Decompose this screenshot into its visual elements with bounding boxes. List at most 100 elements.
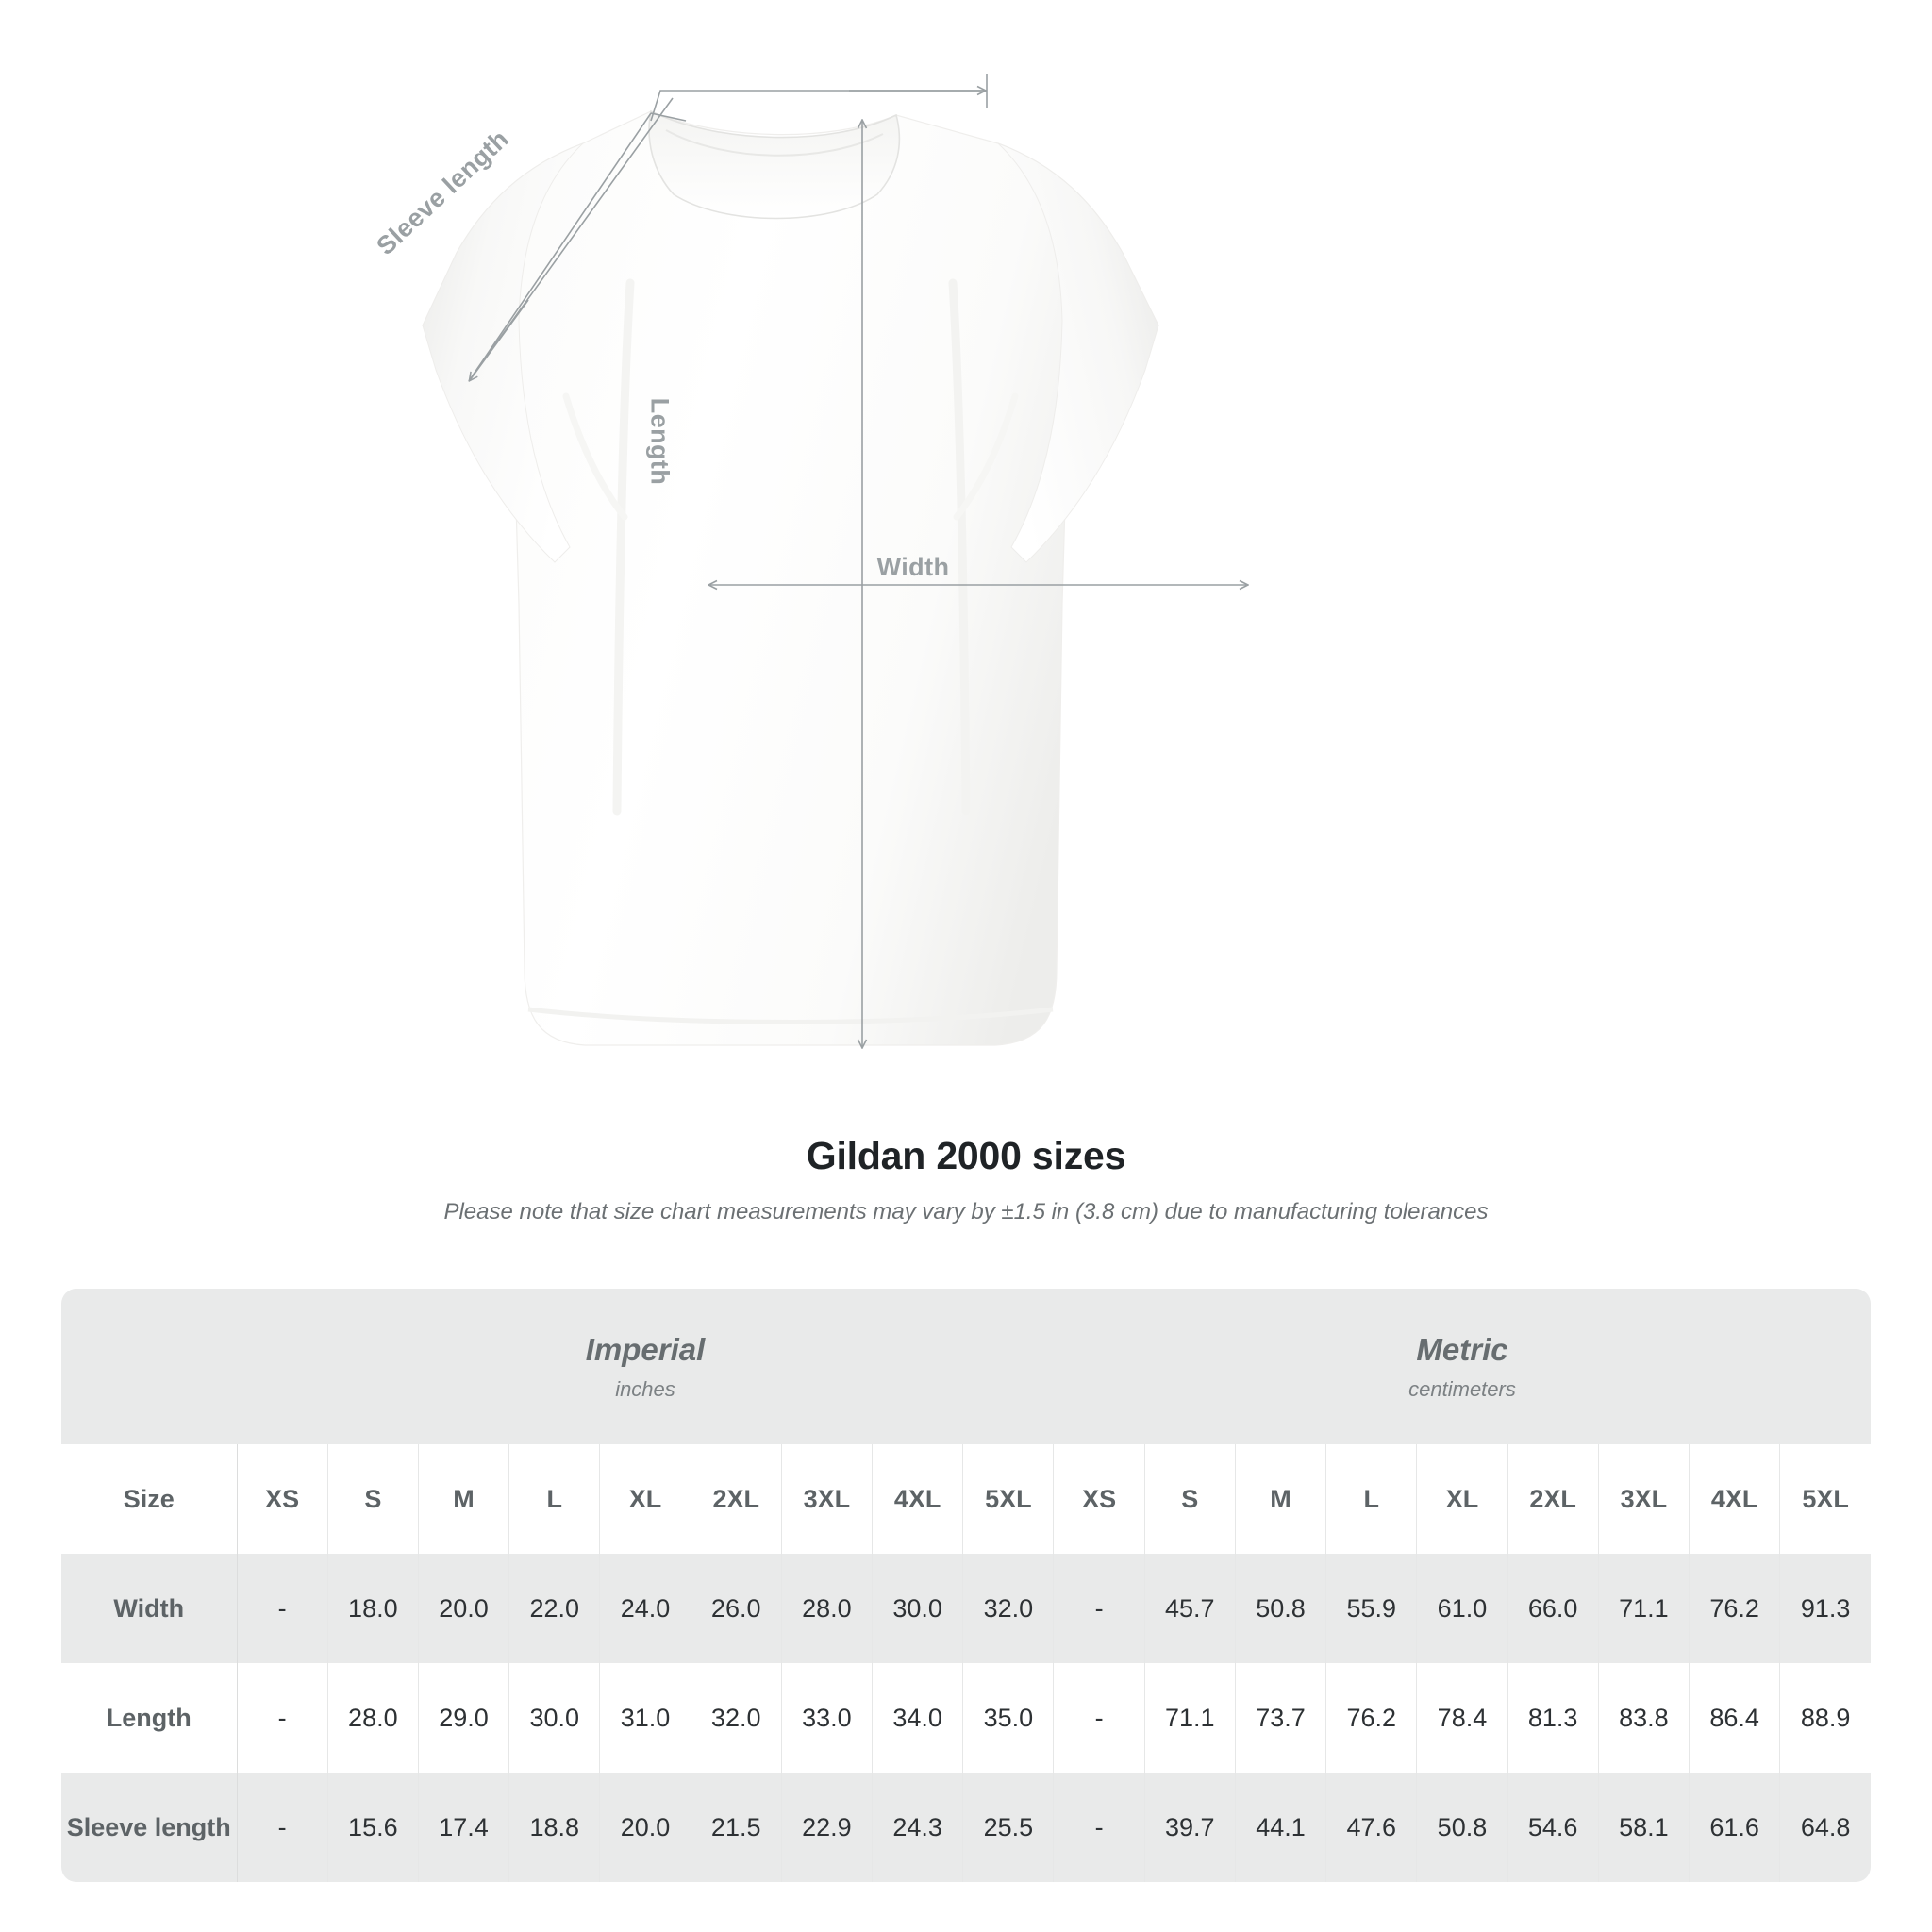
size-header-imperial-4xl: 4XL: [872, 1444, 964, 1554]
sleeve-top-leader: [650, 90, 987, 122]
cell-length-metric-4xl: 86.4: [1689, 1663, 1781, 1773]
size-header-metric-xl: XL: [1416, 1444, 1508, 1554]
cell-sleeve-length-metric-xs: -: [1053, 1773, 1145, 1882]
unit-group-imperial: Imperial inches: [237, 1289, 1054, 1444]
unit-metric-name: Metric: [1416, 1331, 1508, 1367]
cell-sleeve-length-metric-xl: 50.8: [1416, 1773, 1508, 1882]
size-header-metric-2xl: 2XL: [1507, 1444, 1599, 1554]
cell-width-imperial-5xl: 32.0: [962, 1554, 1055, 1663]
fabric-fold-shoulder-left: [562, 392, 628, 521]
tshirt-illustration: [422, 74, 1932, 1123]
cell-length-imperial-m: 29.0: [418, 1663, 510, 1773]
cell-width-metric-m: 50.8: [1235, 1554, 1327, 1663]
width-label: Width: [876, 553, 950, 581]
sleeve-length-arrow: [470, 299, 529, 380]
cell-sleeve-length-metric-5xl: 64.8: [1779, 1773, 1872, 1882]
cell-sleeve-length-metric-l: 47.6: [1325, 1773, 1418, 1882]
size-header-metric-3xl: 3XL: [1598, 1444, 1690, 1554]
cell-width-metric-3xl: 71.1: [1598, 1554, 1690, 1663]
sleeve-origin-tick: [650, 112, 687, 122]
cell-sleeve-length-imperial-3xl: 22.9: [781, 1773, 874, 1882]
shirt-sleeve-left: [422, 142, 584, 563]
size-header-metric-xs: XS: [1053, 1444, 1145, 1554]
cell-sleeve-length-imperial-4xl: 24.3: [872, 1773, 964, 1882]
size-header-metric-l: L: [1325, 1444, 1418, 1554]
size-table-container: Imperial inches Metric centimeters Size XS S M L…: [61, 1289, 1872, 1882]
cell-length-metric-l: 76.2: [1325, 1663, 1418, 1773]
shirt-body: [422, 110, 1159, 1046]
cell-sleeve-length-imperial-l: 18.8: [508, 1773, 601, 1882]
cell-sleeve-length-imperial-5xl: 25.5: [962, 1773, 1055, 1882]
size-header-imperial-3xl: 3XL: [781, 1444, 874, 1554]
size-header-imperial-5xl: 5XL: [962, 1444, 1055, 1554]
row-label-width: Width: [61, 1554, 238, 1663]
size-header-imperial-s: S: [327, 1444, 419, 1554]
cell-sleeve-length-metric-3xl: 58.1: [1598, 1773, 1690, 1882]
fabric-fold-shoulder-right: [953, 392, 1019, 521]
size-header-imperial-xs: XS: [237, 1444, 328, 1554]
unit-imperial-sub: inches: [615, 1376, 675, 1401]
cell-length-imperial-xl: 31.0: [599, 1663, 691, 1773]
cell-sleeve-length-metric-2xl: 54.6: [1507, 1773, 1599, 1882]
cell-length-imperial-2xl: 32.0: [691, 1663, 782, 1773]
cell-width-imperial-xl: 24.0: [599, 1554, 691, 1663]
page-title: Gildan 2000 sizes: [806, 1134, 1126, 1177]
page-subtitle: Please note that size chart measurements…: [443, 1199, 1489, 1224]
cell-width-imperial-s: 18.0: [327, 1554, 419, 1663]
size-header-metric-m: M: [1235, 1444, 1327, 1554]
cell-width-metric-5xl: 91.3: [1779, 1554, 1872, 1663]
cell-length-imperial-5xl: 35.0: [962, 1663, 1055, 1773]
cell-length-metric-3xl: 83.8: [1598, 1663, 1690, 1773]
table-row: Sleeve length -15.6 17.4 18.8 20.0 21.5 22.9 24…: [61, 1773, 1872, 1882]
shirt-hem: [527, 1007, 1054, 1024]
unit-metric-sub: centimeters: [1408, 1376, 1516, 1401]
cell-sleeve-length-metric-4xl: 61.6: [1689, 1773, 1781, 1882]
cell-length-metric-xl: 78.4: [1416, 1663, 1508, 1773]
cell-width-metric-xs: -: [1053, 1554, 1145, 1663]
unit-header-row: Imperial inches Metric centimeters: [61, 1289, 1872, 1444]
unit-corner-cell: [61, 1289, 237, 1444]
cell-sleeve-length-imperial-m: 17.4: [418, 1773, 510, 1882]
cell-length-metric-s: 71.1: [1144, 1663, 1236, 1773]
cell-length-metric-2xl: 81.3: [1507, 1663, 1599, 1773]
cell-width-metric-xl: 61.0: [1416, 1554, 1508, 1663]
size-corner-label: Size: [61, 1444, 238, 1554]
cell-length-imperial-4xl: 34.0: [872, 1663, 964, 1773]
cell-width-imperial-xs: -: [237, 1554, 328, 1663]
cell-sleeve-length-imperial-xs: -: [237, 1773, 328, 1882]
size-header-metric-4xl: 4XL: [1689, 1444, 1781, 1554]
cell-length-metric-5xl: 88.9: [1779, 1663, 1872, 1773]
cell-width-metric-2xl: 66.0: [1507, 1554, 1599, 1663]
sleeve-length-line: [468, 112, 652, 382]
cell-width-imperial-l: 22.0: [508, 1554, 601, 1663]
row-label-length: Length: [61, 1663, 238, 1773]
cell-length-imperial-l: 30.0: [508, 1663, 601, 1773]
shirt-collar: [648, 109, 901, 220]
unit-imperial-name: Imperial: [585, 1331, 706, 1367]
cell-width-imperial-4xl: 30.0: [872, 1554, 964, 1663]
size-header-imperial-m: M: [418, 1444, 510, 1554]
size-table: Imperial inches Metric centimeters Size XS S M L…: [61, 1289, 1872, 1882]
cell-width-imperial-m: 20.0: [418, 1554, 510, 1663]
table-row: Width -18.0 20.0 22.0 24.0 26.0 28.0 30.0 32.0-4…: [61, 1554, 1872, 1663]
tshirt-diagram: Sleeve length Length Width: [371, 74, 1932, 1123]
cell-sleeve-length-imperial-s: 15.6: [327, 1773, 419, 1882]
size-header-imperial-2xl: 2XL: [691, 1444, 782, 1554]
cell-sleeve-length-metric-m: 44.1: [1235, 1773, 1327, 1882]
shirt-sleeve-right: [997, 142, 1159, 563]
unit-group-metric: Metric centimeters: [1053, 1289, 1872, 1444]
size-header-row: Size XS S M L XL 2XL 3XL 4XL 5XL XS S M L XL 2XL 3XL 4XL 5…: [61, 1444, 1872, 1554]
cell-length-imperial-3xl: 33.0: [781, 1663, 874, 1773]
cell-width-metric-l: 55.9: [1325, 1554, 1418, 1663]
cell-sleeve-length-imperial-2xl: 21.5: [691, 1773, 782, 1882]
size-header-metric-s: S: [1144, 1444, 1236, 1554]
cell-length-imperial-xs: -: [237, 1663, 328, 1773]
size-header-imperial-l: L: [508, 1444, 601, 1554]
cell-sleeve-length-metric-s: 39.7: [1144, 1773, 1236, 1882]
cell-length-metric-m: 73.7: [1235, 1663, 1327, 1773]
size-header-imperial-xl: XL: [599, 1444, 691, 1554]
size-header-metric-5xl: 5XL: [1779, 1444, 1872, 1554]
cell-length-imperial-s: 28.0: [327, 1663, 419, 1773]
cell-sleeve-length-imperial-xl: 20.0: [599, 1773, 691, 1882]
table-row: Length -28.0 29.0 30.0 31.0 32.0 33.0 34.0 35.0-…: [61, 1663, 1872, 1773]
